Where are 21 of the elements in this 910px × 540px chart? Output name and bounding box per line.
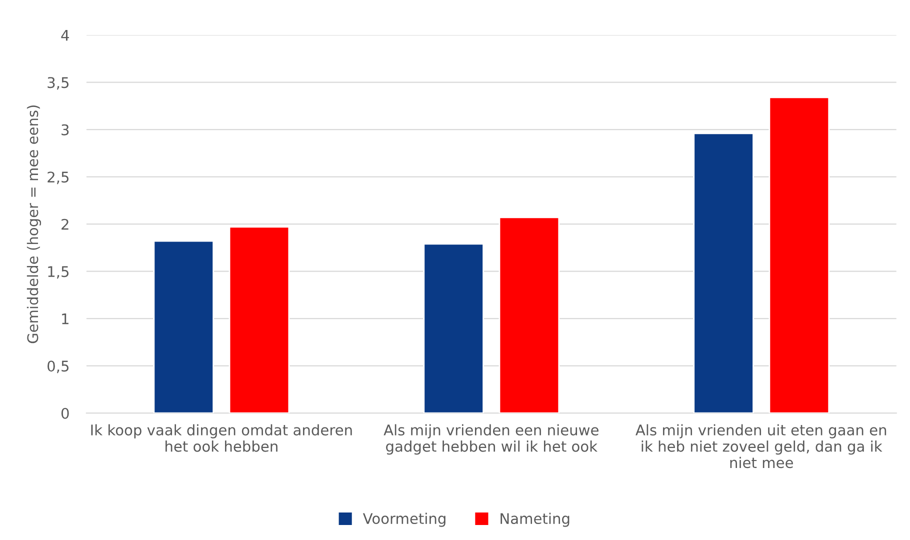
bar — [423, 243, 484, 414]
bar — [228, 226, 290, 414]
y-tick-label: 3,5 — [48, 77, 69, 90]
x-tick-label: Als mijn vrienden uit eten gaan en ik heb niet zoveel geld, dan ga ik niet mee — [636, 424, 886, 468]
y-tick-label: 0,5 — [48, 360, 69, 374]
x-tick-label: Als mijn vrienden een nieuwe gadget hebben wil ik het ook — [384, 424, 598, 455]
y-tick-label: 1,5 — [48, 266, 69, 279]
y-tick-label: 1 — [62, 314, 68, 324]
legend-label: Voormeting — [362, 512, 446, 527]
legend-label: Nameting — [500, 512, 570, 527]
y-axis-title: Gemiddelde (hoger = mee eens) — [26, 105, 42, 344]
y-tick-label: 0 — [61, 408, 69, 419]
bar — [768, 96, 830, 414]
x-tick-label: Ik koop vaak dingen omdat anderen het ook hebben — [91, 424, 352, 452]
y-tick-label: 4 — [61, 30, 69, 41]
y-tick-label: 2,5 — [48, 172, 69, 184]
bar — [498, 216, 560, 414]
bar — [693, 132, 754, 414]
y-tick-label: 3 — [62, 124, 69, 136]
y-tick-label: 2 — [62, 218, 68, 230]
bar — [153, 240, 214, 414]
